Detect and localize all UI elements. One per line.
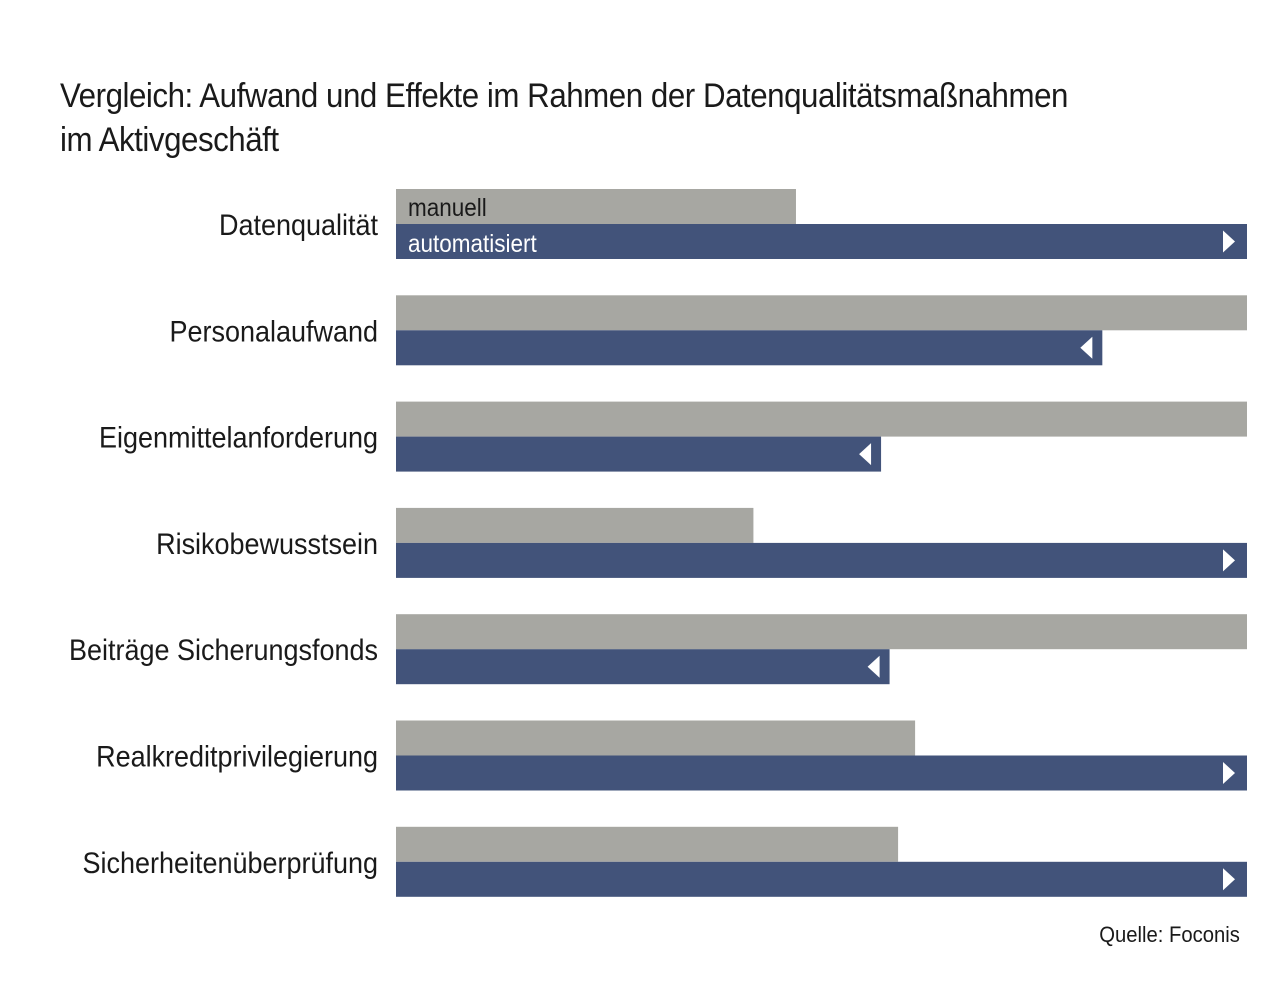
category-label-4: Beiträge Sicherungsfonds [69, 634, 378, 668]
bar-automated-3 [396, 542, 1247, 578]
category-label-2: Eigenmittelanforderung [99, 421, 378, 455]
bar-manual-1 [396, 295, 1247, 331]
bar-automated-2 [396, 436, 882, 472]
marker-left-arrow-icon [859, 443, 872, 466]
marker-right-arrow-icon [1223, 549, 1235, 572]
bar-automated-0 [396, 224, 1247, 259]
category-label-5: Realkreditprivilegierung [96, 740, 378, 774]
category-label-0: Datenqualität [219, 209, 378, 243]
marker-right-arrow-icon [1223, 762, 1235, 784]
bar-automated-6 [396, 861, 1247, 897]
series-label-automated: automatisiert [408, 230, 537, 258]
bar-automated-5 [396, 755, 1247, 791]
marker-right-arrow-icon [1223, 230, 1235, 253]
category-label-1: Personalaufwand [170, 315, 378, 349]
chart-title-line-2: im Aktivgeschäft [60, 121, 279, 159]
chart-title: Vergleich: Aufwand und Effekte im Rahmen… [60, 74, 1127, 162]
bar-manual-4 [396, 614, 1247, 650]
chart-title-line-1: Vergleich: Aufwand und Effekte im Rahmen… [60, 77, 1068, 115]
bar-manual-5 [396, 720, 916, 756]
marker-left-arrow-icon [1080, 336, 1093, 359]
category-label-3: Risikobewusstsein [156, 528, 378, 562]
bar-automated-4 [396, 649, 890, 685]
bar-manual-2 [396, 401, 1247, 437]
bar-automated-1 [396, 330, 1103, 366]
bar-manual-3 [396, 507, 754, 543]
source-note: Quelle: Foconis [1099, 922, 1240, 947]
category-label-6: Sicherheitenüberprüfung [83, 847, 378, 881]
marker-left-arrow-icon [867, 655, 880, 678]
series-label-manual: manuell [408, 194, 487, 222]
bar-manual-0 [396, 189, 796, 224]
bar-manual-6 [396, 826, 899, 862]
marker-right-arrow-icon [1223, 868, 1235, 891]
